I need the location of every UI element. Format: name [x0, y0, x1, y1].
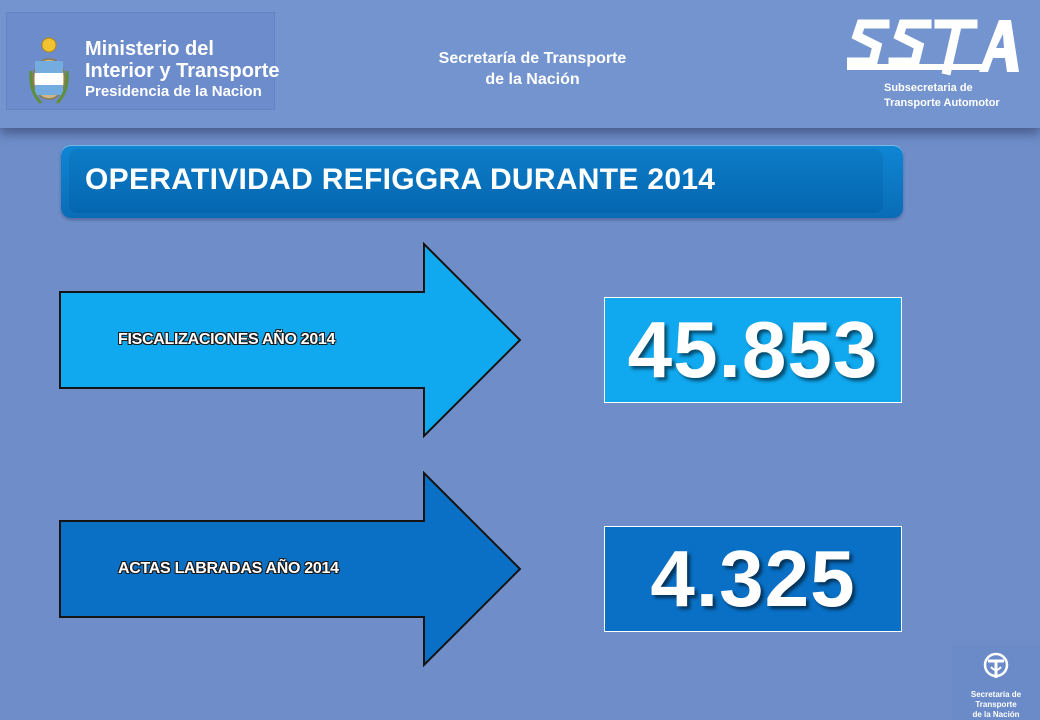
ministry-line-3: Presidencia de la Nacion — [85, 83, 262, 100]
arrow-shape-actas — [59, 471, 522, 668]
stat-label-fiscalizaciones: FISCALIZACIONES AÑO 2014 — [118, 331, 336, 348]
secretaria-line-2: de la Nación — [485, 71, 580, 88]
secretaria-corner-logo: Secretaría de Transporte de la Nación — [952, 645, 1040, 720]
transport-emblem-icon — [983, 652, 1009, 678]
corner-logo-line-1: Secretaría de Transporte — [970, 690, 1022, 709]
secretaria-line-1: Secretaría de Transporte — [438, 50, 627, 67]
ssta-logo-icon — [847, 19, 1019, 76]
stat-value-box-fiscalizaciones: 45.853 — [604, 297, 902, 403]
ministry-logo-block: Ministerio del Interior y Transporte Pre… — [6, 12, 280, 110]
stat-value-fiscalizaciones: 45.853 — [627, 305, 879, 394]
ssta-caption-line-1: Subsecretaria de — [884, 82, 973, 94]
ministry-name: Ministerio del Interior y Transporte Pre… — [85, 38, 280, 102]
stat-value-box-actas: 4.325 — [604, 526, 902, 632]
ministry-line-1: Ministerio del — [85, 38, 214, 60]
stat-label-actas: ACTAS LABRADAS AÑO 2014 — [118, 560, 339, 577]
corner-logo-line-2: de la Nación — [972, 710, 1020, 719]
title-bar-inner: OPERATIVIDAD REFIGGRA DURANTE 2014 — [69, 149, 883, 213]
stat-value-actas: 4.325 — [650, 534, 856, 623]
national-seal-icon — [29, 37, 69, 105]
corner-logo-caption: Secretaría de Transporte de la Nación — [952, 690, 1040, 720]
ministry-line-2: Interior y Transporte — [85, 60, 280, 82]
page-title: OPERATIVIDAD REFIGGRA DURANTE 2014 — [85, 163, 716, 196]
ssta-caption-line-2: Transporte Automotor — [884, 97, 1000, 109]
header-band: Ministerio del Interior y Transporte Pre… — [0, 0, 1040, 128]
arrow-shape-fiscalizaciones — [59, 242, 522, 439]
secretaria-heading: Secretaría de Transporte de la Nación — [410, 48, 655, 90]
title-bar: OPERATIVIDAD REFIGGRA DURANTE 2014 — [61, 145, 903, 218]
ssta-caption: Subsecretaria de Transporte Automotor — [884, 81, 1000, 111]
